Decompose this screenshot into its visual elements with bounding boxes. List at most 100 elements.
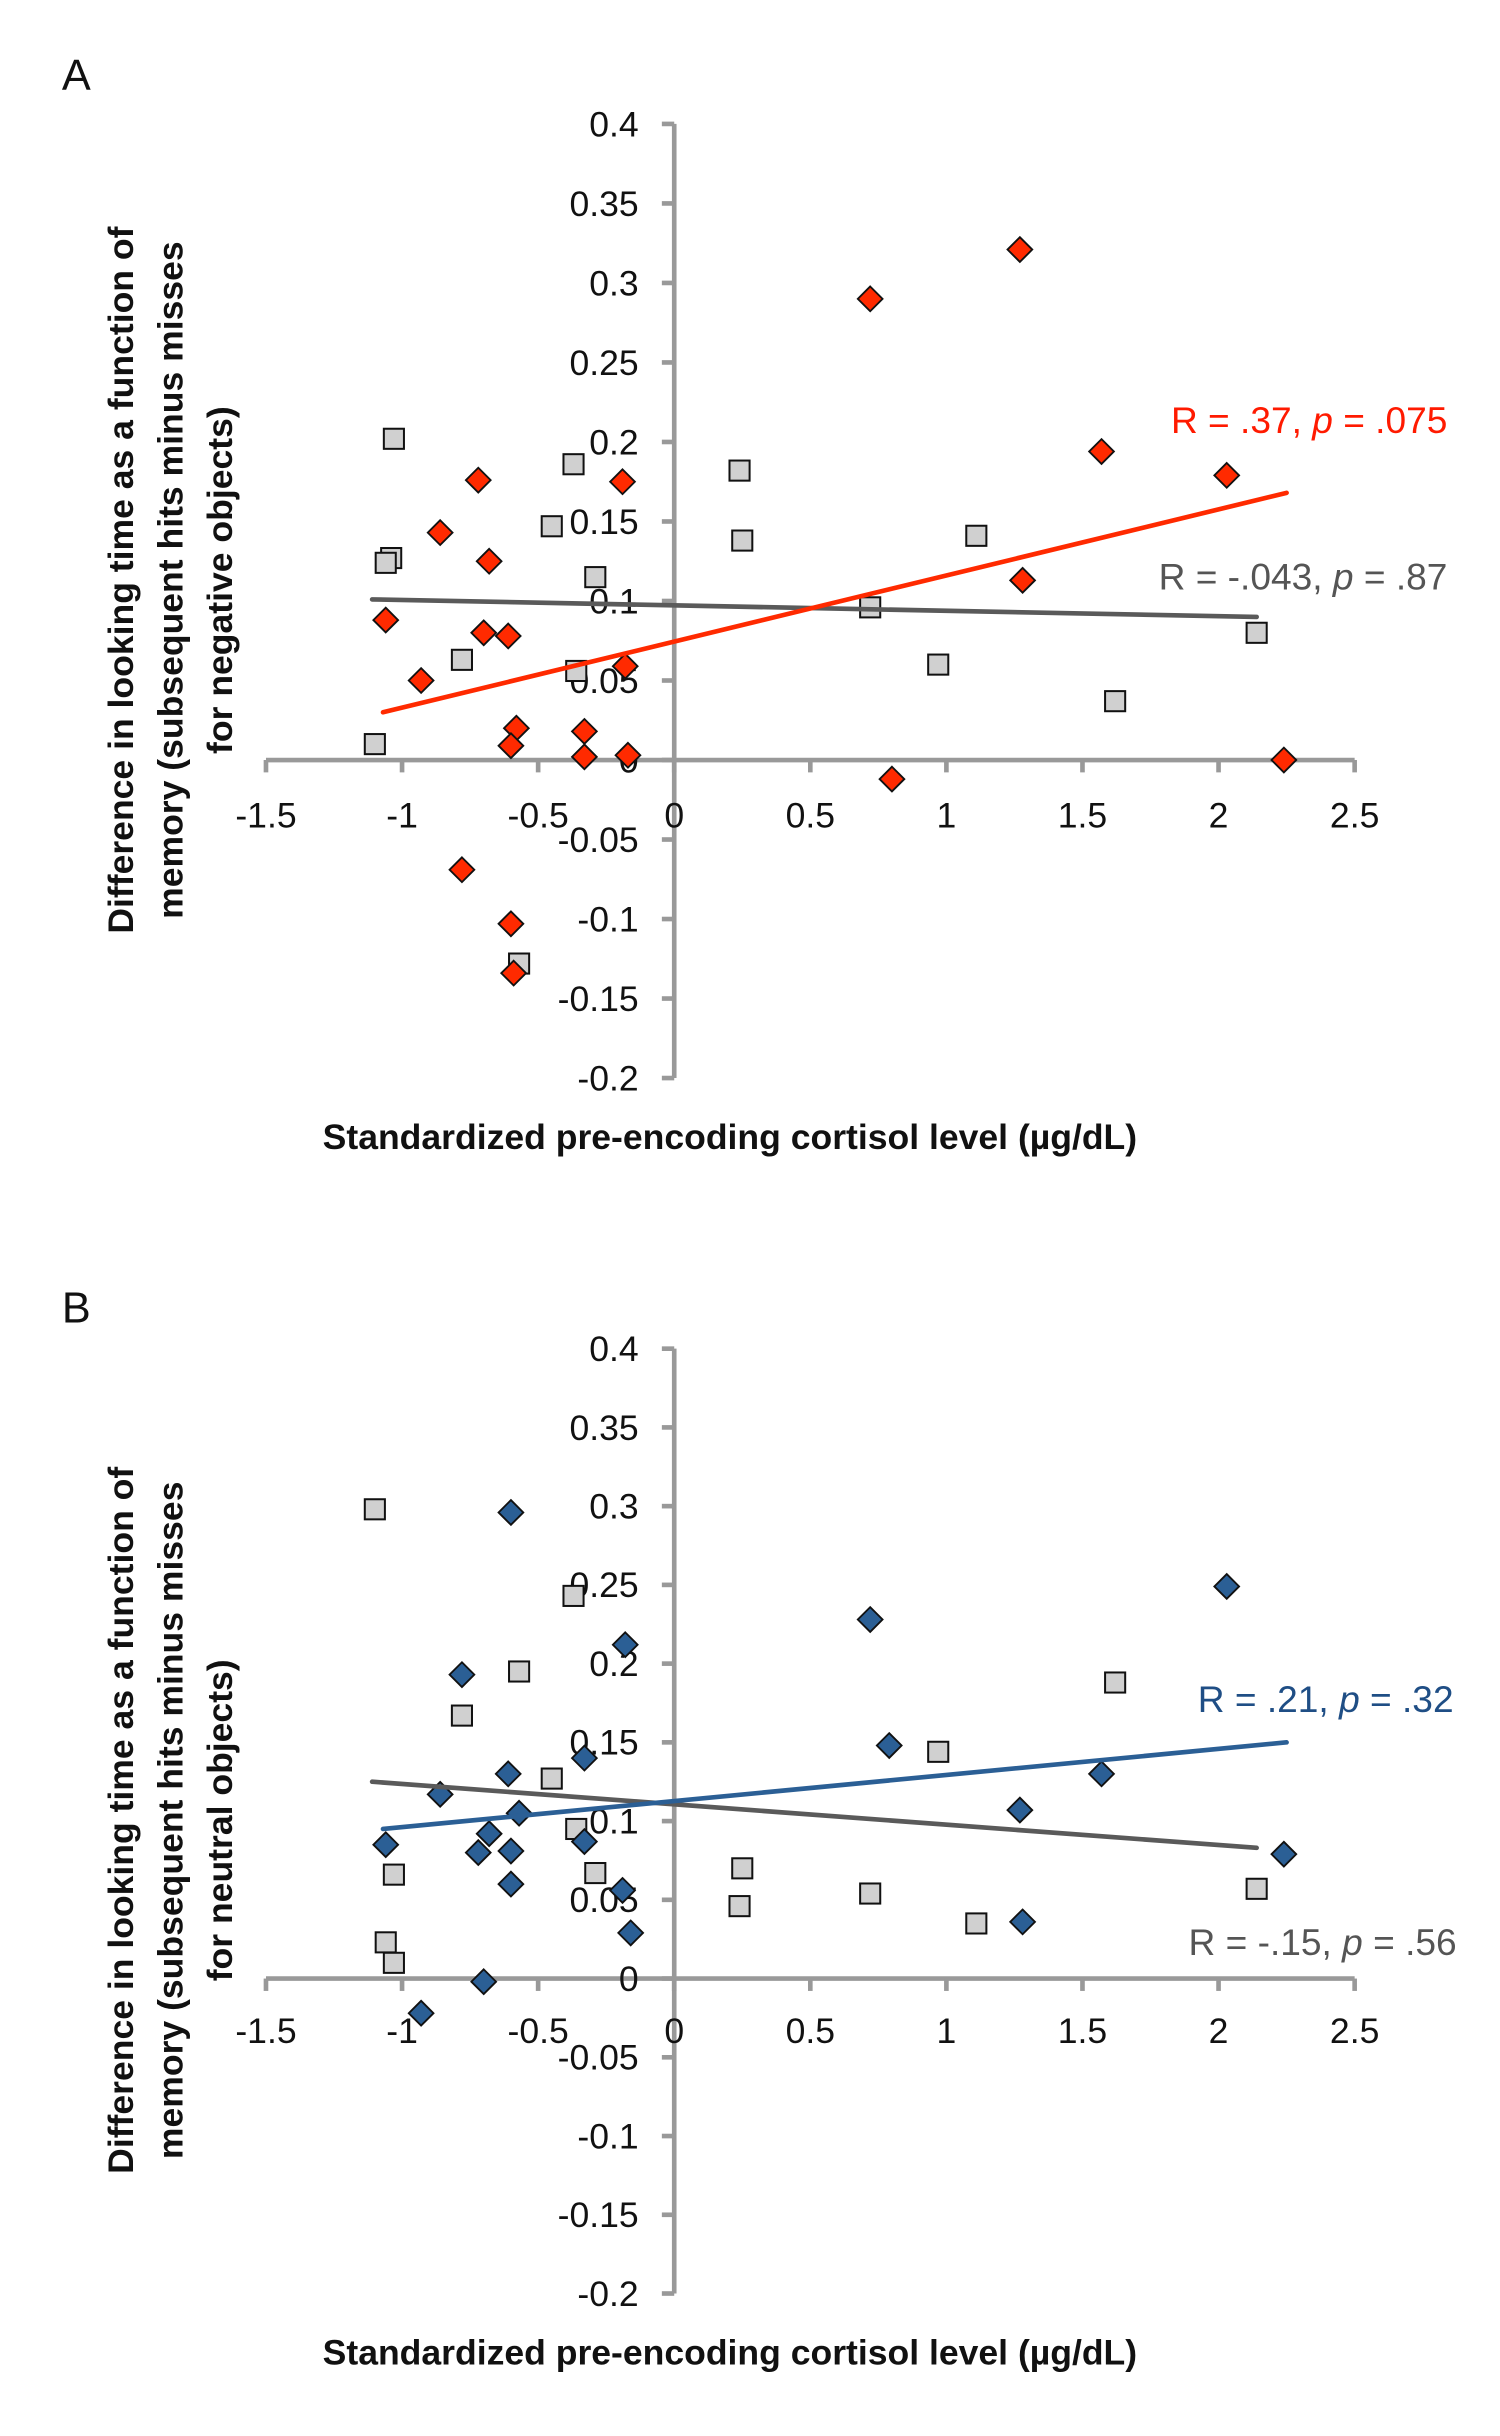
data-point-diamond [611, 652, 639, 680]
data-point-square [363, 733, 386, 756]
data-point-diamond [470, 619, 498, 647]
annotation-p-value: = .32 [1360, 1678, 1454, 1720]
x-tick-label: 2 [1209, 796, 1229, 836]
data-point-square [728, 1895, 751, 1918]
annotation-p-value: = .87 [1354, 555, 1448, 597]
data-point-diamond [464, 466, 492, 494]
y-tick-label: -0.1 [577, 2116, 638, 2156]
x-tick-label: 2 [1209, 2011, 1229, 2051]
y-axis-title-line: memory (subsequent hits minus misses [150, 241, 190, 919]
data-point-square [1104, 690, 1127, 713]
data-point-diamond [1087, 437, 1116, 466]
data-point-square [965, 1912, 988, 1935]
data-point-diamond [475, 547, 503, 575]
data-point-diamond [1213, 1572, 1241, 1601]
x-tick-label: -1.5 [235, 2011, 296, 2051]
data-point-diamond [1006, 1796, 1034, 1824]
data-point-square [374, 1931, 397, 1954]
data-point-diamond [505, 1799, 533, 1827]
data-point-square [562, 453, 585, 476]
y-tick-label: -0.15 [558, 2195, 639, 2235]
data-point-diamond [448, 856, 476, 884]
data-point-diamond [1270, 1840, 1298, 1868]
data-point-diamond [1008, 566, 1037, 595]
y-tick-label: 0.3 [589, 1487, 638, 1527]
panel-b: B-0.2-0.15-0.1-0.0500.050.10.150.20.250.… [62, 1284, 1457, 2372]
x-tick-label: 0 [664, 2011, 684, 2051]
x-tick-label: -0.5 [508, 2011, 569, 2051]
trendline [369, 1779, 1259, 1851]
data-point-diamond [608, 1876, 637, 1905]
x-tick-label: -1 [386, 796, 418, 836]
y-tick-label: 0.25 [569, 343, 638, 383]
y-tick-label: 0.2 [589, 422, 638, 462]
data-point-diamond [497, 1837, 525, 1865]
y-tick-label: 0.4 [589, 104, 638, 144]
data-point-diamond [1270, 746, 1298, 774]
data-point-square [382, 1951, 405, 1974]
annotation-r: R = -.15, [1189, 1921, 1343, 1963]
data-point-square [450, 1704, 473, 1727]
data-point-diamond [856, 285, 884, 313]
data-point-diamond [470, 1968, 498, 1996]
x-tick-label: 1 [937, 796, 957, 836]
data-point-square [859, 1882, 882, 1905]
data-point-diamond [448, 1660, 476, 1689]
trendline [380, 1740, 1289, 1832]
y-axis-title-line: memory (subsequent hits minus misses [150, 1482, 190, 2160]
x-tick-label: 2.5 [1330, 2011, 1379, 2051]
x-tick-label: 2.5 [1330, 796, 1379, 836]
data-point-diamond [611, 1631, 639, 1659]
data-point-diamond [494, 1760, 522, 1788]
data-point-square [584, 566, 607, 589]
x-tick-label: 1.5 [1058, 2011, 1107, 2051]
data-point-diamond [1006, 235, 1034, 264]
correlation-annotation: R = .21, p = .32 [1198, 1678, 1454, 1720]
annotation-r: R = -.043, [1159, 555, 1333, 597]
data-point-square [363, 1498, 386, 1521]
y-axis-title-line: Difference in looking time as a function… [101, 1467, 141, 2174]
data-point-diamond [407, 1999, 435, 2027]
data-point-square [731, 529, 754, 552]
data-point-diamond [608, 468, 637, 496]
data-point-square [450, 648, 473, 671]
y-tick-label: 0.35 [569, 184, 638, 224]
y-tick-label: -0.1 [577, 899, 638, 939]
x-tick-label: 1 [937, 2011, 957, 2051]
correlation-annotation: R = -.15, p = .56 [1189, 1921, 1457, 1963]
y-axis-title-line: for negative objects) [200, 406, 240, 754]
data-point-diamond [497, 732, 525, 760]
data-point-square [540, 515, 563, 538]
y-tick-label: -0.15 [558, 979, 639, 1019]
data-point-square [927, 1740, 950, 1763]
x-tick-label: 0.5 [786, 796, 835, 836]
data-point-square [584, 1862, 607, 1885]
data-point-diamond [570, 717, 599, 746]
y-tick-label: -0.2 [577, 1058, 638, 1098]
y-tick-label: 0.4 [589, 1329, 638, 1369]
data-point-square [382, 1863, 405, 1886]
data-point-square [508, 1660, 531, 1683]
annotation-p-value: = .56 [1363, 1921, 1457, 1963]
data-point-square [1245, 1877, 1268, 1900]
y-tick-label: 0.15 [569, 502, 638, 542]
panel-a: A-0.2-0.15-0.1-0.0500.050.10.150.20.250.… [62, 52, 1448, 1157]
data-point-square [382, 427, 405, 450]
data-point-square [1245, 621, 1268, 644]
data-point-diamond [1008, 1908, 1037, 1936]
data-point-square [1104, 1671, 1127, 1694]
correlation-annotation: R = -.043, p = .87 [1159, 555, 1448, 597]
y-tick-label: 0.3 [589, 263, 638, 303]
y-axis-title-line: for neutral objects) [200, 1659, 240, 1981]
data-point-diamond [499, 959, 528, 987]
data-point-diamond [497, 1498, 525, 1527]
data-point-diamond [1087, 1760, 1116, 1788]
x-tick-label: 1.5 [1058, 796, 1107, 836]
y-tick-label: -0.05 [558, 820, 639, 860]
data-point-diamond [878, 765, 906, 793]
panel-label: B [62, 1284, 91, 1332]
annotation-p-label: p [1332, 555, 1354, 597]
x-tick-label: -0.5 [508, 796, 569, 836]
data-point-diamond [570, 743, 599, 771]
trendline [380, 490, 1289, 715]
